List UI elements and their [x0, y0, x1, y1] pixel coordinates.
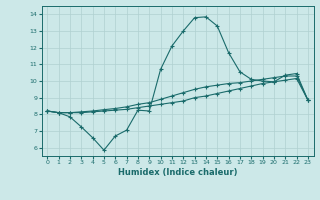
- X-axis label: Humidex (Indice chaleur): Humidex (Indice chaleur): [118, 168, 237, 177]
